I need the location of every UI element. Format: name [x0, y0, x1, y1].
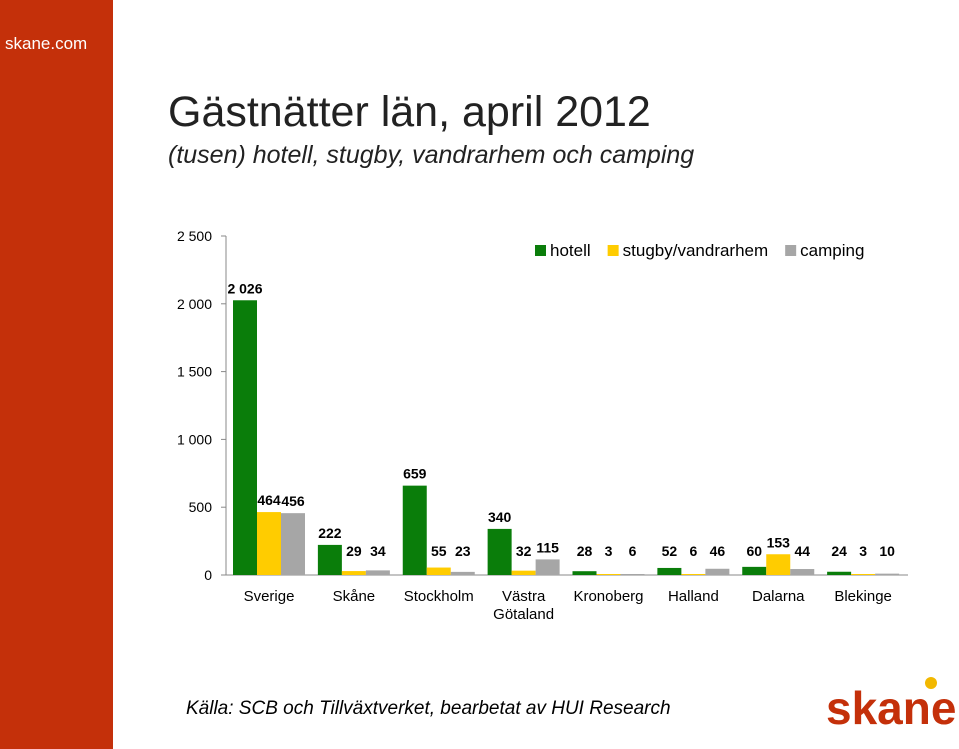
data-label: 3: [859, 543, 867, 559]
data-label: 23: [455, 543, 471, 559]
data-label: 24: [831, 543, 847, 559]
category-label: Dalarna: [752, 588, 805, 605]
y-tick-label: 2 000: [177, 296, 212, 312]
data-label: 464: [257, 492, 281, 508]
bar-hotell[interactable]: [402, 485, 427, 575]
bar-hotell[interactable]: [317, 544, 342, 575]
bar-camping[interactable]: [535, 559, 560, 575]
y-tick-label: 0: [204, 567, 212, 583]
bar-hotell[interactable]: [742, 566, 767, 575]
data-label: 44: [794, 543, 810, 559]
site-label[interactable]: skane.com: [5, 34, 88, 53]
data-label: 55: [431, 543, 447, 559]
data-label: 115: [536, 539, 559, 555]
bar-camping[interactable]: [790, 569, 815, 575]
bar-hotell[interactable]: [572, 571, 597, 575]
page-title: Gästnätter län, april 2012: [168, 88, 651, 136]
bar-camping[interactable]: [450, 571, 475, 575]
bar-stugby-vandrarhem[interactable]: [341, 571, 366, 575]
bar-hotell[interactable]: [827, 571, 852, 575]
data-label: 2 026: [227, 280, 262, 296]
category-label: Blekinge: [834, 588, 892, 605]
page-subtitle: (tusen) hotell, stugby, vandrarhem och c…: [168, 141, 695, 169]
data-label: 6: [689, 543, 697, 559]
bar-hotell[interactable]: [233, 300, 257, 575]
bar-stugby-vandrarhem[interactable]: [596, 574, 621, 575]
bar-camping[interactable]: [620, 574, 645, 575]
category-label: Halland: [668, 588, 719, 605]
legend-swatch: [607, 245, 619, 256]
data-label: 29: [346, 543, 362, 559]
data-label: 6: [629, 543, 637, 559]
bar-camping[interactable]: [875, 573, 900, 575]
data-label: 46: [710, 543, 726, 559]
bar-hotell[interactable]: [657, 567, 682, 575]
category-label: Kronoberg: [573, 588, 643, 605]
data-label: 52: [662, 543, 678, 559]
category-label: Götaland: [493, 606, 554, 623]
bar-stugby-vandrarhem[interactable]: [851, 574, 876, 575]
y-tick-label: 1 500: [177, 364, 212, 380]
data-label: 34: [370, 543, 386, 559]
category-label: Skåne: [333, 588, 376, 605]
logo-text: skane: [826, 682, 956, 732]
data-label: 659: [403, 466, 427, 482]
bar-stugby-vandrarhem[interactable]: [681, 574, 706, 575]
data-label: 60: [746, 543, 762, 559]
bar-stugby-vandrarhem[interactable]: [511, 570, 536, 575]
sidebar-band: skane.com: [0, 0, 113, 749]
legend-swatch: [535, 245, 546, 256]
legend-swatch: [785, 245, 797, 256]
data-label: 28: [577, 543, 593, 559]
category-label: Västra: [502, 588, 546, 605]
skane-logo: skane: [826, 677, 956, 732]
data-label: 153: [767, 534, 791, 550]
category-label: Sverige: [244, 588, 295, 605]
legend-entry: hotell: [550, 241, 591, 260]
legend-entry: camping: [800, 241, 864, 260]
bar-hotell[interactable]: [487, 528, 512, 575]
legend-entry: stugby/vandrarhem: [623, 241, 769, 260]
data-label: 3: [605, 543, 613, 559]
y-tick-label: 500: [189, 499, 213, 515]
y-tick-label: 1 000: [177, 431, 212, 447]
data-label: 10: [879, 543, 895, 559]
data-label: 340: [488, 509, 512, 525]
y-tick-label: 2 500: [177, 228, 212, 244]
bar-stugby-vandrarhem[interactable]: [766, 554, 791, 575]
bar-camping[interactable]: [281, 513, 305, 575]
bar-stugby-vandrarhem[interactable]: [426, 567, 451, 575]
category-label: Stockholm: [404, 588, 474, 605]
bar-camping[interactable]: [365, 570, 390, 575]
data-label: 222: [318, 525, 342, 541]
logo-dot: [925, 677, 937, 689]
source-note: Källa: SCB och Tillväxtverket, bearbetat…: [186, 698, 671, 719]
bar-stugby-vandrarhem[interactable]: [257, 512, 281, 575]
data-label: 32: [516, 543, 532, 559]
data-label: 456: [281, 493, 305, 509]
bar-camping[interactable]: [705, 568, 730, 575]
